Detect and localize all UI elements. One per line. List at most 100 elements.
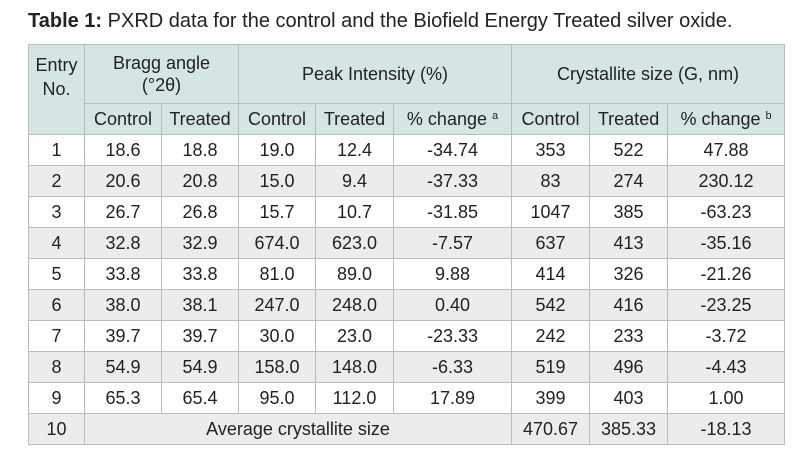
cell-size-control: 542 [511,289,591,321]
table-body: 1 18.6 18.8 19.0 12.4 -34.74 353 522 47.88 2 20.6 2… [28,134,786,445]
subheader-intensity-control: Control [238,103,317,135]
cell-bragg-treated: 54.9 [160,351,240,383]
cell-size-treated: 274 [589,165,669,197]
header-peak-intensity: Peak Intensity (%) [238,44,513,104]
table-row: 1 18.6 18.8 19.0 12.4 -34.74 353 522 47.88 [28,134,786,166]
cell-intensity-control: 81.0 [238,258,317,290]
subheader-bragg-treated: Treated [160,103,240,135]
cell-size-change: -63.23 [667,196,786,228]
cell-entry-no: 2 [28,165,85,197]
table-caption: Table 1: PXRD data for the control and t… [28,8,732,34]
cell-intensity-control: 95.0 [238,382,317,414]
cell-bragg-treated: 33.8 [160,258,240,290]
cell-bragg-control: 65.3 [84,382,162,414]
cell-intensity-treated: 248.0 [315,289,395,321]
cell-bragg-control: 18.6 [84,134,162,166]
cell-intensity-change: 17.89 [393,382,513,414]
cell-size-treated: 496 [589,351,669,383]
cell-entry-no: 3 [28,196,85,228]
cell-intensity-change: -31.85 [393,196,513,228]
table-row: 6 38.0 38.1 247.0 248.0 0.40 542 416 -23.25 [28,289,786,321]
pxrd-table: Entry No. Bragg angle (°2θ) Peak Intensi… [28,44,786,445]
cell-bragg-treated: 39.7 [160,320,240,352]
cell-bragg-treated: 20.8 [160,165,240,197]
cell-bragg-control: 26.7 [84,196,162,228]
cell-size-control: 637 [511,227,591,259]
cell-bragg-control: 33.8 [84,258,162,290]
cell-bragg-control: 38.0 [84,289,162,321]
cell-intensity-treated: 148.0 [315,351,395,383]
cell-size-change: 230.12 [667,165,786,197]
cell-intensity-control: 674.0 [238,227,317,259]
subheader-bragg-control: Control [84,103,162,135]
cell-intensity-change: 0.40 [393,289,513,321]
pct-change-label: % change [406,108,487,129]
cell-intensity-change: -7.57 [393,227,513,259]
cell-bragg-control: 32.8 [84,227,162,259]
cell-bragg-treated: 18.8 [160,134,240,166]
cell-size-control: 414 [511,258,591,290]
cell-entry-no: 4 [28,227,85,259]
subheader-intensity-change: % change a [393,103,513,135]
cell-entry-no: 1 [28,134,85,166]
cell-size-control: 83 [511,165,591,197]
cell-size-change: -35.16 [667,227,786,259]
summary-row: 10 Average crystallite size 470.67 385.33 -1… [28,413,786,445]
table-row: 4 32.8 32.9 674.0 623.0 -7.57 637 413 -35.16 [28,227,786,259]
cell-intensity-treated: 12.4 [315,134,395,166]
cell-size-treated: 416 [589,289,669,321]
cell-bragg-control: 20.6 [84,165,162,197]
cell-intensity-control: 19.0 [238,134,317,166]
cell-size-change: -3.72 [667,320,786,352]
cell-intensity-control: 15.0 [238,165,317,197]
subheader-intensity-treated: Treated [315,103,395,135]
cell-entry-no: 6 [28,289,85,321]
table-row: 5 33.8 33.8 81.0 89.0 9.88 414 326 -21.26 [28,258,786,290]
cell-entry-no: 5 [28,258,85,290]
header-bragg-angle: Bragg angle (°2θ) [83,44,240,104]
cell-bragg-treated: 38.1 [160,289,240,321]
cell-size-control: 353 [511,134,591,166]
cell-avg-size-treated: 385.33 [589,413,669,445]
cell-size-control: 242 [511,320,591,352]
cell-bragg-control: 39.7 [84,320,162,352]
cell-size-treated: 403 [589,382,669,414]
cell-size-treated: 326 [589,258,669,290]
pct-change-label: % change [680,108,761,129]
caption-label: Table 1: [28,10,103,32]
summary-label: Average crystallite size [83,413,513,445]
cell-intensity-treated: 23.0 [315,320,395,352]
cell-size-treated: 233 [589,320,669,352]
cell-bragg-control: 54.9 [84,351,162,383]
cell-size-change: 1.00 [667,382,786,414]
subheader-size-change: % change b [667,103,786,135]
cell-size-change: -23.25 [667,289,786,321]
cell-size-change: -4.43 [667,351,786,383]
cell-intensity-treated: 112.0 [315,382,395,414]
footnote-a: a [492,109,499,122]
cell-intensity-treated: 9.4 [315,165,395,197]
header-entry: Entry No. [28,44,85,135]
cell-intensity-control: 247.0 [238,289,317,321]
cell-bragg-treated: 65.4 [160,382,240,414]
cell-entry-no: 8 [28,351,85,383]
cell-intensity-control: 158.0 [238,351,317,383]
cell-intensity-change: 9.88 [393,258,513,290]
subheader-size-treated: Treated [589,103,669,135]
cell-intensity-change: -6.33 [393,351,513,383]
header-crystallite-size: Crystallite size (G, nm) [511,44,786,104]
cell-size-control: 1047 [511,196,591,228]
cell-size-change: 47.88 [667,134,786,166]
cell-intensity-treated: 89.0 [315,258,395,290]
cell-intensity-change: -23.33 [393,320,513,352]
cell-bragg-treated: 26.8 [160,196,240,228]
cell-intensity-control: 30.0 [238,320,317,352]
table-row: 2 20.6 20.8 15.0 9.4 -37.33 83 274 230.12 [28,165,786,197]
cell-intensity-control: 15.7 [238,196,317,228]
cell-size-treated: 413 [589,227,669,259]
table-row: 7 39.7 39.7 30.0 23.0 -23.33 242 233 -3.72 [28,320,786,352]
cell-intensity-change: -37.33 [393,165,513,197]
cell-avg-size-change: -18.13 [667,413,786,445]
cell-size-treated: 385 [589,196,669,228]
cell-entry-no: 9 [28,382,85,414]
